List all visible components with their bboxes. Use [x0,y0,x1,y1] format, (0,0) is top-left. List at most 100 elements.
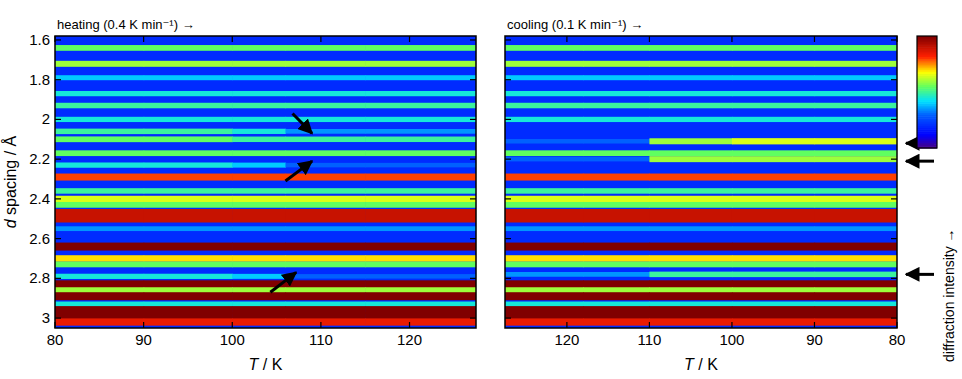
cell [583,45,650,51]
cell [505,302,584,307]
x-tick-top [232,36,233,42]
cell [505,150,584,156]
cell [285,292,365,300]
cell [649,174,732,181]
cell [649,138,732,144]
cell [505,196,584,202]
cell [144,274,233,279]
cell [583,188,650,194]
cell [583,280,650,288]
cell [232,188,286,194]
cell [232,255,286,262]
x-tick [896,322,897,328]
cell [732,45,815,51]
cell [144,103,233,109]
cell [505,243,584,251]
cell [55,117,144,122]
cell [232,91,286,96]
cell [232,163,286,168]
cell [365,243,476,251]
y-tick [55,79,61,80]
y-tick [55,238,61,239]
cell [583,91,650,96]
cell [814,45,897,51]
cell [583,272,650,277]
cell [365,129,476,134]
cell [365,318,476,325]
cell [649,243,732,251]
cell [365,280,476,288]
cell [365,61,476,67]
cell [649,61,732,67]
cell [144,61,233,67]
cell [285,202,365,208]
arrow [906,273,934,276]
cell [814,75,897,80]
cell [365,196,476,202]
cell [583,226,650,231]
cell [505,255,584,262]
cell [365,188,476,194]
x-tick-top [731,36,732,42]
cell [649,103,732,109]
x-tick [731,322,732,328]
cell [365,91,476,96]
y-tick [55,39,61,40]
cell [232,196,286,202]
x-tick [566,322,567,328]
cell [814,243,897,251]
cell [55,280,144,288]
cell [365,174,476,181]
cell [144,215,233,223]
x-tick [814,322,815,328]
cell [583,202,650,208]
cell [55,262,144,268]
cell [365,75,476,80]
y-tick-right [891,79,897,80]
cell [505,188,584,194]
x-tick-top [320,36,321,42]
x-tick-top [54,36,55,42]
x-axis-title: T / K [249,356,283,373]
cell [814,156,897,162]
cell [55,318,144,325]
cell [732,292,815,300]
cell [285,215,365,223]
cell [55,243,144,251]
x-tick-label: 80 [47,331,64,348]
panel-title: heating (0.4 K min⁻¹) → [57,17,195,32]
y-tick [505,159,511,160]
arrow [906,160,934,163]
y-tick [505,119,511,120]
cell [232,302,286,307]
y-tick-label: 2.2 [29,150,50,167]
cell [583,139,650,144]
cell [814,174,897,181]
cell [732,188,815,194]
cell [814,196,897,202]
heatmap [55,36,476,328]
cell [144,75,233,80]
x-tick-label: 90 [135,331,152,348]
y-tick-right [470,278,476,279]
cell [649,226,732,231]
cell [732,280,815,288]
cell [144,302,233,307]
cell [505,262,584,268]
cell [814,215,897,223]
figure: 80901001101201.61.822.22.42.62.83heating… [0,0,962,379]
cell [732,262,815,268]
colorbar-frame [917,36,937,148]
x-tick [54,322,55,328]
cell [505,45,584,51]
panel-title: cooling (0.1 K min⁻¹) → [507,17,643,32]
cell [814,91,897,96]
cell [365,45,476,51]
cell [649,262,732,268]
cell [55,196,144,202]
x-tick-top [143,36,144,42]
cell [583,103,650,109]
y-tick-right [470,198,476,199]
cell [285,243,365,251]
y-tick-right [891,317,897,318]
